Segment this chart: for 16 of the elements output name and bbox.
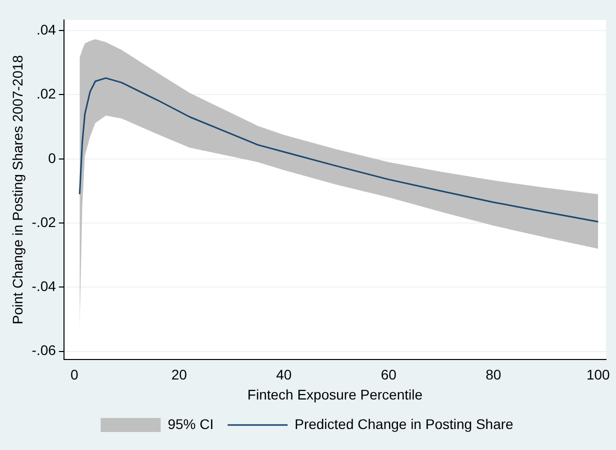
x-tick-label: 20 (171, 366, 188, 383)
x-tick-label: 60 (380, 366, 397, 383)
y-tick-label: 0 (48, 150, 56, 166)
x-tick-label: 0 (70, 366, 78, 383)
x-tick-label: 80 (486, 366, 502, 383)
legend-label: Predicted Change in Posting Share (294, 416, 514, 432)
legend-label: 95% CI (168, 416, 214, 432)
y-tick-label: .04 (36, 21, 56, 38)
x-axis-title: Fintech Exposure Percentile (247, 386, 423, 402)
y-axis-title: Point Change in Posting Shares 2007-2018 (9, 54, 26, 324)
x-tick-label: 40 (276, 366, 292, 383)
y-tick-label: -.06 (32, 342, 56, 358)
x-tick-label: 100 (586, 366, 610, 383)
y-tick-label: .02 (36, 86, 56, 102)
y-tick-label: -.02 (32, 214, 56, 230)
y-tick-label: -.04 (32, 278, 56, 294)
